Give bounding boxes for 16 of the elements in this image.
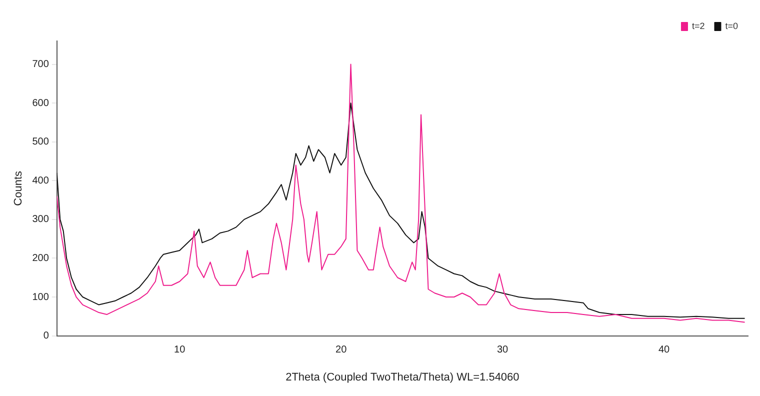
y-tick-label: 700 (32, 59, 50, 70)
legend-label: t=2 (692, 20, 705, 31)
y-tick-label: 500 (32, 136, 50, 148)
y-tick-label: 0 (43, 330, 50, 342)
x-axis-title: 2Theta (Coupled TwoTheta/Theta) WL=1.54060 (286, 371, 520, 384)
x-tick-label: 10 (174, 344, 186, 356)
x-tick-label: 40 (658, 344, 670, 356)
y-tick-label: 400 (32, 175, 50, 186)
y-axis-title: Counts (12, 170, 25, 206)
y-tick-label: 200 (32, 252, 50, 264)
x-tick-label: 20 (336, 344, 348, 356)
x-tick-label: 30 (496, 344, 509, 356)
legend-label: t=0 (725, 20, 738, 31)
y-tick-label: 100 (32, 292, 50, 303)
y-tick-label: 600 (32, 98, 50, 109)
y-tick-label: 300 (32, 214, 50, 226)
